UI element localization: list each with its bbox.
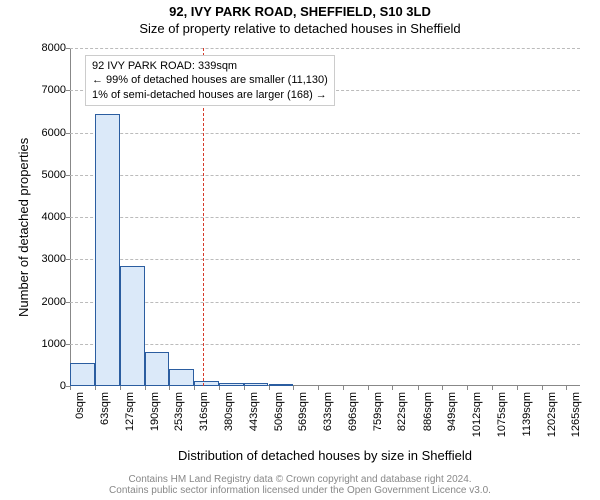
annotation-line: 1% of semi-detached houses are larger (1… xyxy=(92,88,328,102)
xtick-mark xyxy=(169,386,170,390)
xtick-label: 822sqm xyxy=(396,392,408,431)
footer-line-1: Contains HM Land Registry data © Crown c… xyxy=(0,474,600,485)
ytick-mark xyxy=(66,217,70,218)
ytick-label: 1000 xyxy=(18,338,66,350)
xtick-mark xyxy=(194,386,195,390)
xtick-label: 380sqm xyxy=(223,392,235,431)
xtick-mark xyxy=(392,386,393,390)
xtick-mark xyxy=(442,386,443,390)
annotation-line: 92 IVY PARK ROAD: 339sqm xyxy=(92,59,328,73)
annotation-box: 92 IVY PARK ROAD: 339sqm← 99% of detache… xyxy=(85,55,335,106)
xtick-mark xyxy=(145,386,146,390)
footer-line-2: Contains public sector information licen… xyxy=(0,485,600,496)
ytick-mark xyxy=(66,90,70,91)
xtick-label: 443sqm xyxy=(248,392,260,431)
gridline xyxy=(70,302,580,303)
xtick-mark xyxy=(70,386,71,390)
histogram-bar xyxy=(70,363,95,386)
annotation-line: ← 99% of detached houses are smaller (11… xyxy=(92,73,328,87)
xtick-mark xyxy=(467,386,468,390)
attribution-footer: Contains HM Land Registry data © Crown c… xyxy=(0,474,600,496)
histogram-bar xyxy=(145,352,170,386)
xtick-label: 696sqm xyxy=(347,392,359,431)
histogram-bar xyxy=(269,384,294,386)
xtick-mark xyxy=(542,386,543,390)
xtick-label: 886sqm xyxy=(422,392,434,431)
histogram-bar xyxy=(219,383,244,386)
gridline xyxy=(70,259,580,260)
xtick-label: 1265sqm xyxy=(570,392,582,437)
histogram-bar xyxy=(169,369,194,386)
xtick-label: 1202sqm xyxy=(546,392,558,437)
histogram-bar xyxy=(120,266,145,386)
xtick-mark xyxy=(318,386,319,390)
xtick-mark xyxy=(492,386,493,390)
xtick-label: 506sqm xyxy=(273,392,285,431)
x-axis-label: Distribution of detached houses by size … xyxy=(70,448,580,463)
ytick-mark xyxy=(66,175,70,176)
xtick-mark xyxy=(418,386,419,390)
xtick-mark xyxy=(244,386,245,390)
xtick-mark xyxy=(368,386,369,390)
xtick-label: 190sqm xyxy=(149,392,161,431)
y-axis-label: Number of detached properties xyxy=(16,138,31,317)
xtick-label: 1139sqm xyxy=(521,392,533,436)
gridline xyxy=(70,48,580,49)
xtick-label: 316sqm xyxy=(198,392,210,431)
xtick-mark xyxy=(219,386,220,390)
xtick-label: 1012sqm xyxy=(471,392,483,437)
ytick-mark xyxy=(66,133,70,134)
xtick-label: 253sqm xyxy=(173,392,185,431)
ytick-label: 6000 xyxy=(18,127,66,139)
ytick-label: 0 xyxy=(18,380,66,392)
histogram-bar xyxy=(95,114,120,387)
xtick-label: 63sqm xyxy=(99,392,111,425)
xtick-mark xyxy=(120,386,121,390)
ytick-label: 7000 xyxy=(18,84,66,96)
xtick-mark xyxy=(95,386,96,390)
xtick-label: 759sqm xyxy=(372,392,384,431)
page-subtitle: Size of property relative to detached ho… xyxy=(0,21,600,36)
gridline xyxy=(70,175,580,176)
xtick-label: 1075sqm xyxy=(496,392,508,437)
ytick-mark xyxy=(66,302,70,303)
gridline xyxy=(70,133,580,134)
ytick-mark xyxy=(66,259,70,260)
ytick-label: 8000 xyxy=(18,42,66,54)
xtick-label: 0sqm xyxy=(74,392,86,419)
ytick-mark xyxy=(66,344,70,345)
gridline xyxy=(70,217,580,218)
xtick-label: 127sqm xyxy=(124,392,136,431)
xtick-mark xyxy=(293,386,294,390)
gridline xyxy=(70,344,580,345)
xtick-mark xyxy=(517,386,518,390)
xtick-label: 633sqm xyxy=(322,392,334,431)
xtick-label: 569sqm xyxy=(297,392,309,431)
xtick-mark xyxy=(566,386,567,390)
xtick-mark xyxy=(269,386,270,390)
histogram-bar xyxy=(244,383,269,386)
ytick-mark xyxy=(66,48,70,49)
xtick-mark xyxy=(343,386,344,390)
page-title: 92, IVY PARK ROAD, SHEFFIELD, S10 3LD xyxy=(0,0,600,19)
histogram-bar xyxy=(194,381,219,386)
xtick-label: 949sqm xyxy=(446,392,458,431)
